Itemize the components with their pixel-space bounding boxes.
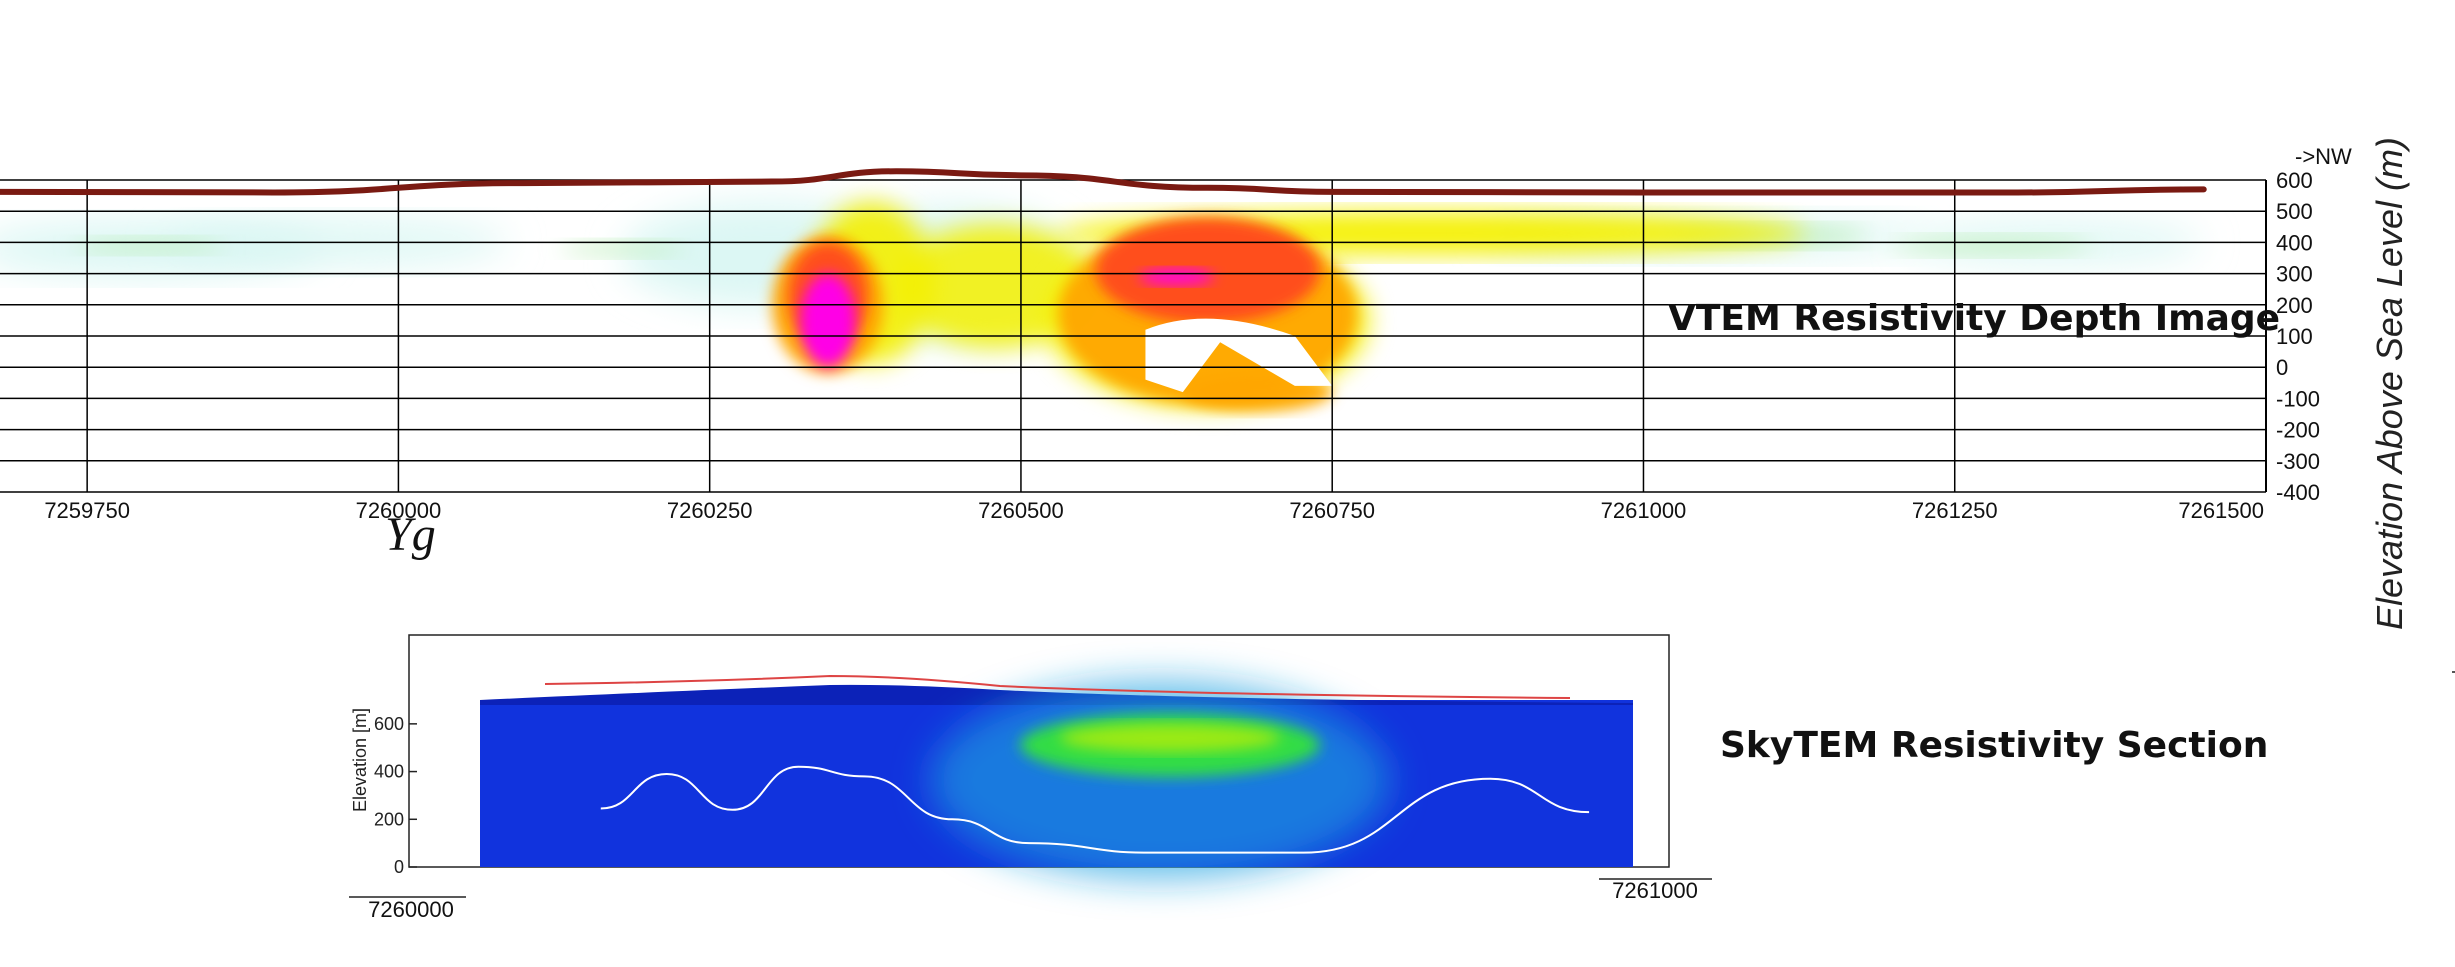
y-tick-label: 200 [374,809,404,829]
heat-blob [1892,236,2092,255]
y-tick-label: 600 [2276,168,2313,193]
heat-blob [800,273,856,368]
y-tick-label: -400 [2276,480,2320,505]
heat-blob [560,240,685,257]
vtem-title: VTEM Resistivity Depth Image [1668,298,2280,339]
vtem-y-axis: 600 500 400 300 200 100 0 -100 -200 -300 -400 [2276,168,2320,505]
y-tick-label: 600 [374,714,404,734]
vtem-grid [0,179,2267,493]
heat-blob [74,237,225,254]
y-tick-label: 200 [2276,293,2313,318]
vtem-x-axis: 7259750 7260000 7260250 7260500 7260750 72610… [44,498,2264,523]
skytem-x-axis: 7260000 7261000 [349,878,1712,922]
x-tick-label: 7260000 [368,897,454,922]
direction-label: ->NW [2295,144,2352,169]
y-tick-label: 0 [2276,355,2288,380]
y-tick-label: 100 [2276,324,2313,349]
heat-blob [1095,217,1320,324]
x-tick-label: 7260500 [978,498,1064,523]
vtem-y-axis-title: Elevation Above Sea Level (m) [2369,137,2410,630]
heat-blob [1139,268,1214,285]
heat-blob [896,223,1096,349]
skytem-resistivity-image [480,680,1633,880]
yg-symbol: Yg [385,508,436,561]
x-tick-label: 7261500 [2178,498,2264,523]
resistive-void [1145,318,1333,393]
x-tick-label: 7260750 [1289,498,1375,523]
x-tick-label: 7261000 [1612,878,1698,903]
skytem-surface-line [544,674,1571,699]
skytem-glow [930,680,1390,880]
x-tick-label: 7261250 [1912,498,1998,523]
skytem-y-axis: 600 400 200 0 [374,714,417,877]
y-tick-label: 400 [2276,230,2313,255]
skytem-boundary-line [600,765,1590,854]
y-tick-label: -300 [2276,449,2320,474]
y-tick-label: 400 [374,762,404,782]
vtem-topography-line [0,168,2207,196]
y-tick-label: -100 [2276,386,2320,411]
x-tick-label: 7260250 [667,498,753,523]
x-tick-label: 7260000 [356,498,442,523]
y-tick-label: -200 [2276,418,2320,443]
x-tick-label: 7261000 [1601,498,1687,523]
skytem-y-axis-title: Elevation [m] [350,708,370,812]
y-tick-label: 500 [2276,199,2313,224]
y-tick-label: 300 [2276,262,2313,287]
x-tick-label: 7259750 [44,498,130,523]
skytem-anomaly-core [1060,724,1280,752]
y-tick-label: 0 [394,857,404,877]
skytem-title: SkyTEM Resistivity Section [1720,725,2268,766]
vtem-panel: 7259750 7260000 7260250 7260500 7260750 72610… [0,137,2410,630]
